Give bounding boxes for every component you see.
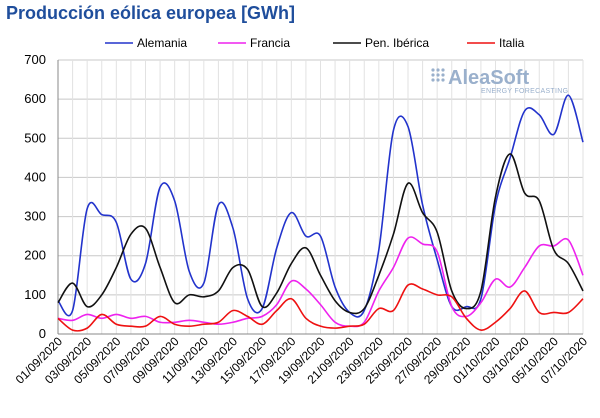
y-tick-label: 200 <box>24 248 46 263</box>
chart-title: Producción eólica europea [GWh] <box>6 3 296 23</box>
y-tick-label: 500 <box>24 130 46 145</box>
y-tick-label: 700 <box>24 52 46 67</box>
gridlines <box>57 59 584 335</box>
logo-name: AleaSoft <box>448 67 529 89</box>
aleasoft-logo: AleaSoft ENERGY FORECASTING <box>431 67 568 95</box>
series-line-italia <box>57 283 584 332</box>
logo-tagline: ENERGY FORECASTING <box>481 88 568 95</box>
x-axis-ticks: 01/09/202003/09/202005/09/202007/09/2020… <box>13 334 591 387</box>
y-tick-label: 100 <box>24 287 46 302</box>
y-tick-label: 400 <box>24 169 46 184</box>
legend: Alemania Francia Pen. Ibérica Italia <box>105 36 525 50</box>
y-tick-label: 600 <box>24 91 46 106</box>
y-tick-label: 0 <box>39 326 46 341</box>
legend-label-alemania: Alemania <box>137 36 187 50</box>
series-line-alemania <box>57 94 584 318</box>
y-tick-label: 300 <box>24 209 46 224</box>
legend-label-italia: Italia <box>499 36 525 50</box>
series-line-pen-ib-rica <box>57 153 584 315</box>
series-lines <box>57 94 584 332</box>
logo-dots-icon <box>431 68 445 82</box>
series-line-francia <box>57 236 584 328</box>
legend-label-pen-ib-rica: Pen. Ibérica <box>365 36 429 50</box>
y-axis-ticks: 0 100 200 300 400 500 600 700 <box>24 52 46 341</box>
legend-label-francia: Francia <box>250 36 290 50</box>
